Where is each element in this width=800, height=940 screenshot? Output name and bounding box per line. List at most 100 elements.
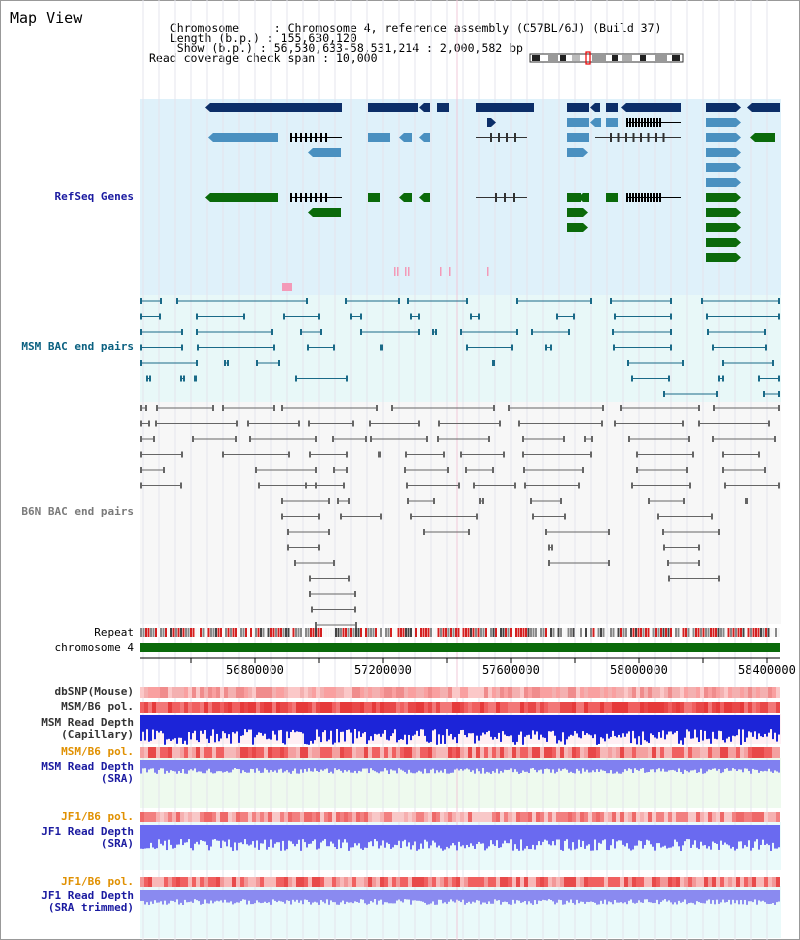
depth-bar xyxy=(548,825,550,845)
gene-exon xyxy=(656,193,658,202)
depth-bar xyxy=(232,890,234,905)
b6n-bac-pairs[interactable] xyxy=(140,405,780,628)
heat-cell xyxy=(456,747,460,758)
heat-cell xyxy=(600,877,604,887)
depth-bar xyxy=(514,760,516,770)
repeat-segment xyxy=(180,628,182,637)
gene-arrow xyxy=(736,208,741,217)
heat-cell xyxy=(284,747,288,758)
heat-cell xyxy=(736,687,740,698)
depth-bar xyxy=(226,715,228,739)
track-label-msm-pol-2[interactable]: MSM/B6 pol. xyxy=(61,745,134,758)
heat-cell xyxy=(252,702,256,713)
heat-cell xyxy=(556,747,560,758)
heat-cell xyxy=(304,702,308,713)
bac-end xyxy=(532,513,534,520)
depth-bar xyxy=(650,715,652,734)
heat-cell xyxy=(684,702,688,713)
depth-bar xyxy=(360,890,362,900)
depth-bar xyxy=(472,715,474,734)
track-label-jf1-pol-1[interactable]: JF1/B6 pol. xyxy=(61,810,134,823)
track-label-jf1-pol-2[interactable]: JF1/B6 pol. xyxy=(61,875,134,888)
heat-cell xyxy=(664,747,668,758)
depth-bar xyxy=(300,715,302,733)
heat-cell xyxy=(508,687,512,698)
heat-cell xyxy=(164,747,168,758)
depth-bar xyxy=(322,760,324,771)
bac-end xyxy=(398,298,400,304)
heat-cell xyxy=(156,812,160,822)
bac-end xyxy=(682,420,684,427)
heat-cell xyxy=(576,747,580,758)
repeat-segment xyxy=(685,628,687,637)
depth-bar xyxy=(582,715,584,732)
heat-cell xyxy=(576,702,580,713)
refseq-genes[interactable] xyxy=(205,103,780,291)
heat-cell xyxy=(396,702,400,713)
depth-bar xyxy=(392,825,394,848)
bac-end xyxy=(370,436,372,442)
track-label-jf1-trim[interactable]: JF1 Read Depth (SRA trimmed) xyxy=(41,890,134,914)
repeat-segment xyxy=(432,628,435,637)
heat-cell xyxy=(160,702,164,713)
repeat-segment xyxy=(735,628,737,637)
ideogram-band xyxy=(532,55,540,61)
heat-cell xyxy=(680,747,684,758)
repeat-segment xyxy=(512,628,515,637)
depth-bar xyxy=(464,715,466,735)
depth-bar xyxy=(436,715,438,745)
msm-bac-pairs[interactable] xyxy=(140,298,780,397)
depth-bar xyxy=(644,760,646,773)
depth-bar xyxy=(182,715,184,744)
track-label-msm-depth-sra[interactable]: MSM Read Depth (SRA) xyxy=(41,761,134,785)
heat-cell xyxy=(196,702,200,713)
track-label-b6n-bac[interactable]: B6N BAC end pairs xyxy=(21,505,134,518)
chromosome-info: Chromosome : Chromosome 4, reference ass… xyxy=(169,20,662,35)
depth-bar xyxy=(754,760,756,770)
track-label-msm-depth-cap[interactable]: MSM Read Depth (Capillary) xyxy=(41,717,134,741)
gene-block xyxy=(606,118,618,127)
heat-cell xyxy=(700,747,704,758)
depth-bar xyxy=(400,715,402,740)
track-label-dbsnp[interactable]: dbSNP(Mouse) xyxy=(54,685,134,698)
chromosome-ideogram[interactable] xyxy=(529,51,684,65)
heat-cell xyxy=(656,877,660,887)
heat-cell xyxy=(628,812,632,822)
depth-bar xyxy=(274,760,276,771)
repeat-segment xyxy=(352,628,355,637)
depth-bar xyxy=(508,825,510,844)
depth-bar xyxy=(398,715,400,740)
track-label-msm-bac[interactable]: MSM BAC end pairs xyxy=(21,340,134,353)
heat-cell xyxy=(668,687,672,698)
heat-cell xyxy=(468,687,472,698)
heat-cell xyxy=(304,687,308,698)
gene-exon xyxy=(498,133,500,142)
depth-bar xyxy=(174,825,176,848)
track-label-msm-pol-1[interactable]: MSM/B6 pol. xyxy=(61,700,134,713)
depth-bar xyxy=(704,890,706,904)
repeat-segment xyxy=(387,628,390,637)
heat-cell xyxy=(336,812,340,822)
repeat-segment xyxy=(615,628,617,637)
repeat-segment xyxy=(572,628,575,637)
depth-bar xyxy=(716,890,718,900)
depth-bar xyxy=(684,760,686,770)
heat-cell xyxy=(448,747,452,758)
heat-cell xyxy=(440,687,444,698)
gene-block xyxy=(313,148,341,157)
heat-cell xyxy=(288,877,292,887)
track-label-jf1-depth[interactable]: JF1 Read Depth (SRA) xyxy=(41,826,134,850)
repeat-segment xyxy=(447,628,450,637)
depth-bar xyxy=(384,715,386,731)
repeat-segment xyxy=(692,628,695,637)
depth-bar xyxy=(770,715,772,730)
track-label-refseq[interactable]: RefSeq Genes xyxy=(54,190,134,203)
heat-cell xyxy=(552,687,556,698)
depth-bar xyxy=(470,760,472,772)
depth-bar xyxy=(714,760,716,769)
depth-bar xyxy=(578,715,580,738)
depth-bar xyxy=(180,825,182,840)
heat-cell xyxy=(504,747,508,758)
depth-bar xyxy=(518,890,520,901)
